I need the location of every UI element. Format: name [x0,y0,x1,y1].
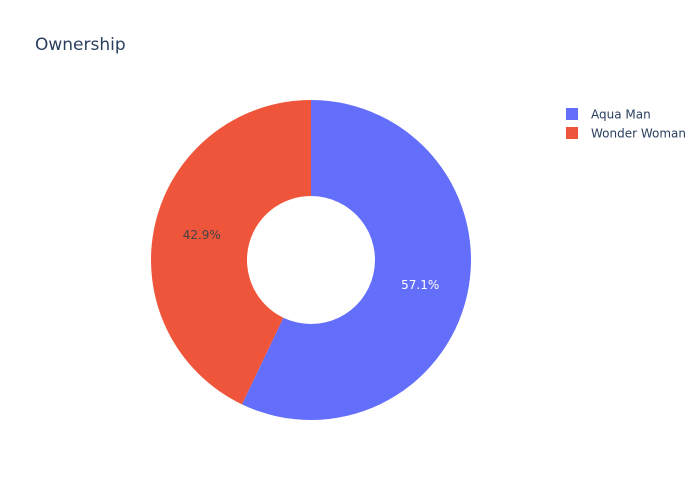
chart-title: Ownership [35,35,126,55]
legend-swatch [566,127,578,139]
legend-label: Wonder Woman [591,127,686,141]
legend-swatch [566,108,578,120]
slice-labels: 57.1% 42.9% [183,228,440,292]
pie-slices [150,100,471,421]
pie-slice-wonder-woman [150,100,311,405]
legend-item[interactable]: Aqua Man [566,108,651,122]
slice-percent-label: 42.9% [183,228,221,242]
pie-slice-aqua-man [241,100,471,421]
legend-item[interactable]: Wonder Woman [566,127,686,141]
legend-label: Aqua Man [591,108,651,122]
legend: Aqua Man Wonder Woman [566,108,686,141]
slice-percent-label: 57.1% [401,278,439,292]
